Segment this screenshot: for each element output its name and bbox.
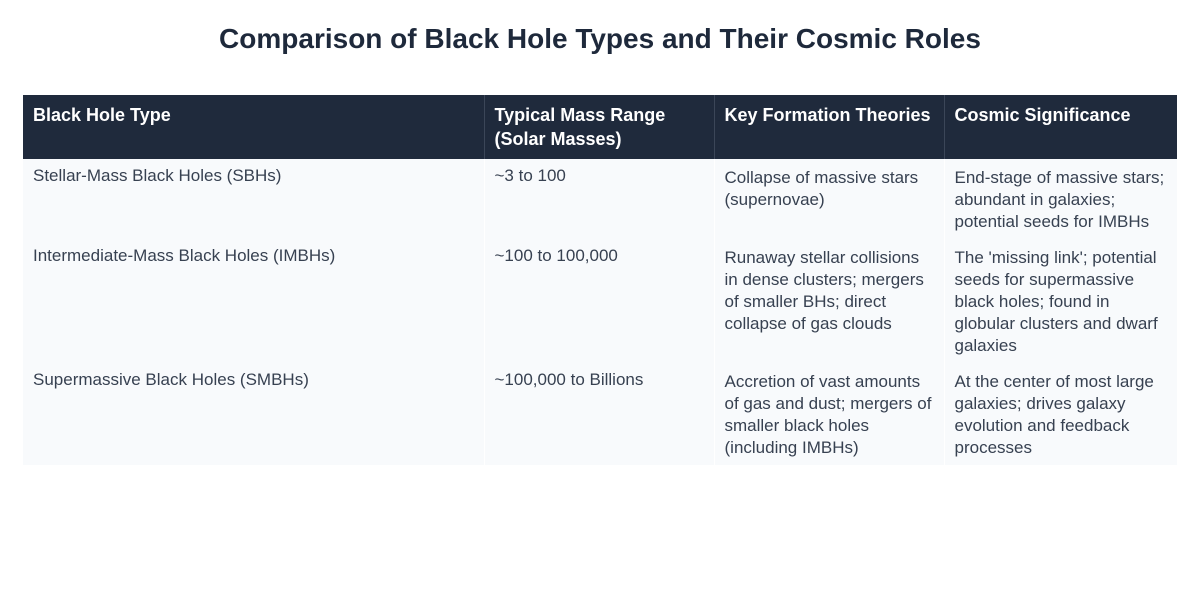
page-title: Comparison of Black Hole Types and Their… [219, 23, 981, 54]
cell-significance: End-stage of massive stars; abundant in … [954, 168, 1165, 231]
header-black-hole-type: Black Hole Type [23, 95, 485, 159]
table-row: Stellar-Mass Black Holes (SBHs) ~3 to 10… [23, 159, 1177, 239]
cell-mass: ~100,000 to Billions [484, 363, 715, 465]
table-body: Stellar-Mass Black Holes (SBHs) ~3 to 10… [23, 159, 1177, 465]
table-row: Supermassive Black Holes (SMBHs) ~100,00… [23, 363, 1177, 465]
cell-type: Stellar-Mass Black Holes (SBHs) [23, 159, 485, 239]
cell-mass: ~100 to 100,000 [484, 239, 715, 363]
cell-significance: At the center of most large galaxies; dr… [954, 372, 1154, 457]
cell-formation: Runaway stellar collisions in dense clus… [714, 239, 945, 363]
black-hole-comparison-table: Black Hole Type Typical Mass Range (Sola… [23, 95, 1177, 465]
header-typical-mass-range: Typical Mass Range (Solar Masses) [484, 95, 715, 159]
cell-type: Supermassive Black Holes (SMBHs) [23, 363, 485, 465]
table-row: Intermediate-Mass Black Holes (IMBHs) ~1… [23, 239, 1177, 363]
header-key-formation-theories: Key Formation Theories [714, 95, 945, 159]
cell-formation: Accretion of vast amounts of gas and dus… [714, 363, 945, 465]
cell-formation: Collapse of massive stars (supernovae) [714, 159, 945, 239]
header-row: Black Hole Type Typical Mass Range (Sola… [23, 95, 1177, 159]
header-cosmic-significance: Cosmic Significance [954, 105, 1131, 125]
cell-significance: The 'missing link'; potential seeds for … [954, 248, 1158, 355]
cell-type: Intermediate-Mass Black Holes (IMBHs) [23, 239, 485, 363]
cell-mass: ~3 to 100 [484, 159, 715, 239]
table-header: Black Hole Type Typical Mass Range (Sola… [23, 95, 1177, 159]
